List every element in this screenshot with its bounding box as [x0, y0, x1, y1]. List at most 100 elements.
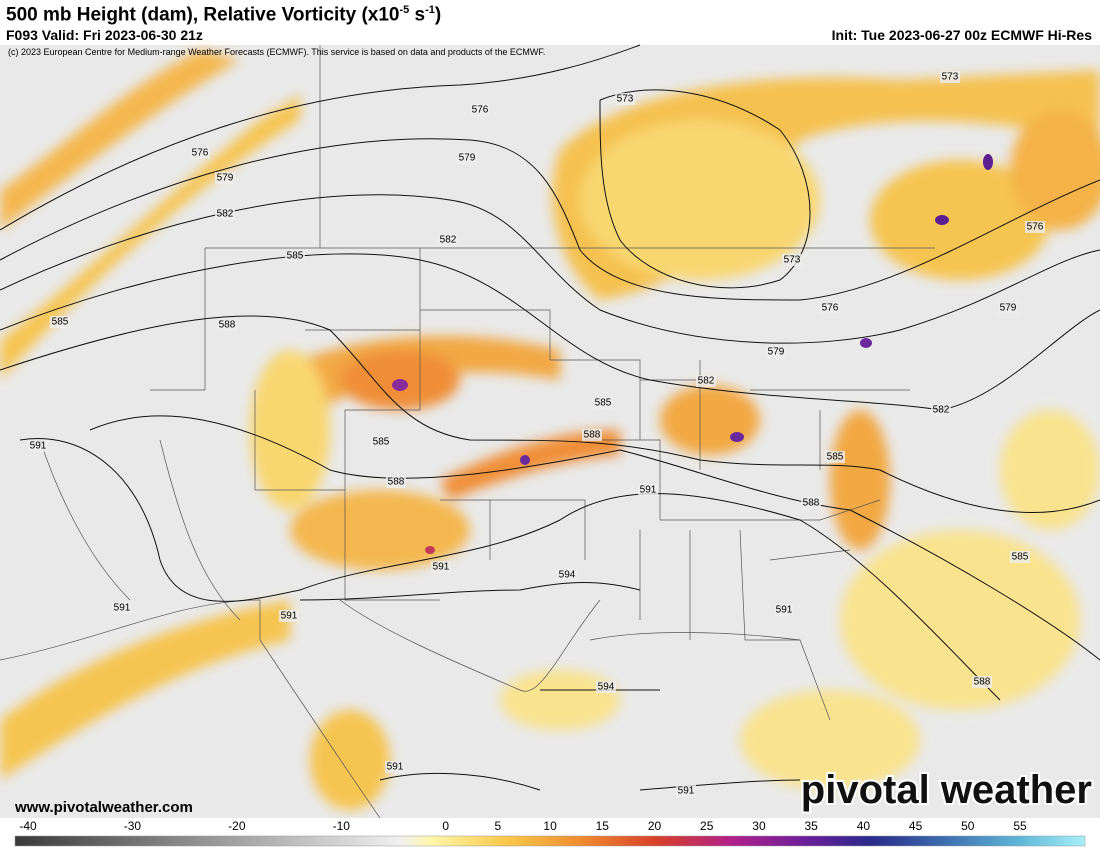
contour-label: 585: [1012, 552, 1029, 563]
contour-label: 585: [52, 317, 69, 328]
colorbar-label: 25: [700, 819, 714, 833]
contour-label: 579: [217, 173, 234, 184]
contour-label-bg: [1010, 551, 1030, 563]
colorbar-label: 55: [1013, 819, 1027, 833]
contour-label: 585: [373, 437, 390, 448]
contour-label-bg: [582, 429, 602, 441]
colorbar-label: -40: [19, 819, 37, 833]
copyright: (c) 2023 European Centre for Medium-rang…: [8, 47, 545, 57]
contour-label: 585: [287, 251, 304, 262]
contour-label-bg: [931, 404, 951, 416]
contour-label: 588: [219, 320, 236, 331]
contour-label: 591: [776, 605, 793, 616]
contour-label: 579: [459, 153, 476, 164]
contour-label: 591: [678, 786, 695, 797]
contour-label: 591: [281, 611, 298, 622]
init-time: Init: Tue 2023-06-27 00z ECMWF Hi-Res: [831, 27, 1092, 43]
colorbar-label: -10: [333, 819, 351, 833]
contour-label: 591: [114, 603, 131, 614]
contour-label: 582: [217, 209, 234, 220]
contour-label-bg: [215, 208, 235, 220]
contour-label: 576: [192, 148, 209, 159]
contour-label: 588: [388, 477, 405, 488]
colorbar-label: 45: [909, 819, 923, 833]
colorbar-label: -30: [124, 819, 142, 833]
contour-label-bg: [972, 676, 992, 688]
contour-label: 585: [595, 398, 612, 409]
title-unit: s: [409, 4, 426, 26]
title-exponent: -1: [425, 4, 435, 16]
contour-label-bg: [279, 610, 299, 622]
contour-label-bg: [50, 316, 70, 328]
title: 500 mb Height (dam), Relative Vorticity …: [6, 4, 441, 26]
colorbar-label: 10: [543, 819, 557, 833]
colorbar: [14, 835, 1086, 847]
colorbar-label: 20: [648, 819, 662, 833]
colorbar-labels: -40 -30 -20 -10 0 5 10 15 20 25 30 35 40 45 50 55: [19, 819, 1027, 833]
contour-label-bg: [470, 104, 490, 116]
contour-label-bg: [190, 147, 210, 159]
contour-label-bg: [593, 397, 613, 409]
contour-label-bg: [386, 476, 406, 488]
colorbar-label: 15: [596, 819, 610, 833]
valid-time: F093 Valid: Fri 2023-06-30 21z: [6, 27, 203, 43]
contour-label: 573: [617, 94, 634, 105]
colorbar-label: 35: [804, 819, 818, 833]
colorbar-label: 30: [752, 819, 766, 833]
contour-label-bg: [696, 375, 716, 387]
contour-label-bg: [112, 602, 132, 614]
contour-label: 576: [472, 105, 489, 116]
contour-label: 576: [822, 303, 839, 314]
contour-label: 579: [768, 347, 785, 358]
contour-label-bg: [825, 451, 845, 463]
contour-label-bg: [28, 440, 48, 452]
contour-label-bg: [998, 302, 1018, 314]
vorticity-maxima: [392, 154, 993, 554]
colorbar-label: -20: [228, 819, 246, 833]
contour-label-bg: [820, 302, 840, 314]
contour-label: 591: [30, 441, 47, 452]
contour-label: 588: [584, 430, 601, 441]
title-text: 500 mb Height (dam), Relative Vorticity …: [6, 4, 400, 26]
contour-label: 582: [698, 376, 715, 387]
contour-label: 582: [933, 405, 950, 416]
title-exponent: -5: [399, 4, 410, 16]
contour-label-bg: [438, 234, 458, 246]
contour-label: 576: [1027, 222, 1044, 233]
contour-label: 579: [1000, 303, 1017, 314]
contour-label-bg: [431, 561, 451, 573]
colorbar-label: 50: [961, 819, 975, 833]
vorticity-field: [0, 50, 1100, 810]
contour-label: 594: [598, 682, 615, 693]
contour-label-bg: [371, 436, 391, 448]
contour-label-bg: [615, 93, 635, 105]
contour-label-bg: [766, 346, 786, 358]
contour-label-bg: [457, 152, 477, 164]
contour-label-bg: [676, 785, 696, 797]
contour-label: 594: [559, 570, 576, 581]
contour-label-bg: [217, 319, 237, 331]
colorbar-label: 0: [442, 819, 449, 833]
contour-label-bg: [638, 484, 658, 496]
website: www.pivotalweather.com: [14, 799, 193, 816]
contour-label-bg: [1025, 221, 1045, 233]
contour-label-bg: [385, 761, 405, 773]
height-contours: [0, 44, 1100, 791]
contour-label: 588: [974, 677, 991, 688]
contour-label: 588: [803, 498, 820, 509]
contour-label-bg: [215, 172, 235, 184]
contour-label: 591: [640, 485, 657, 496]
contour-label: 582: [440, 235, 457, 246]
title-text: ): [434, 4, 442, 26]
contour-label: 591: [433, 562, 450, 573]
colorbar-label: 40: [857, 819, 871, 833]
contour-label: 591: [387, 762, 404, 773]
contour-label-bg: [596, 681, 616, 693]
contour-label-bg: [285, 250, 305, 262]
contour-label: 573: [784, 255, 801, 266]
brand: pivotal weather: [801, 768, 1092, 812]
contour-label-bg: [801, 497, 821, 509]
contour-label-bg: [774, 604, 794, 616]
